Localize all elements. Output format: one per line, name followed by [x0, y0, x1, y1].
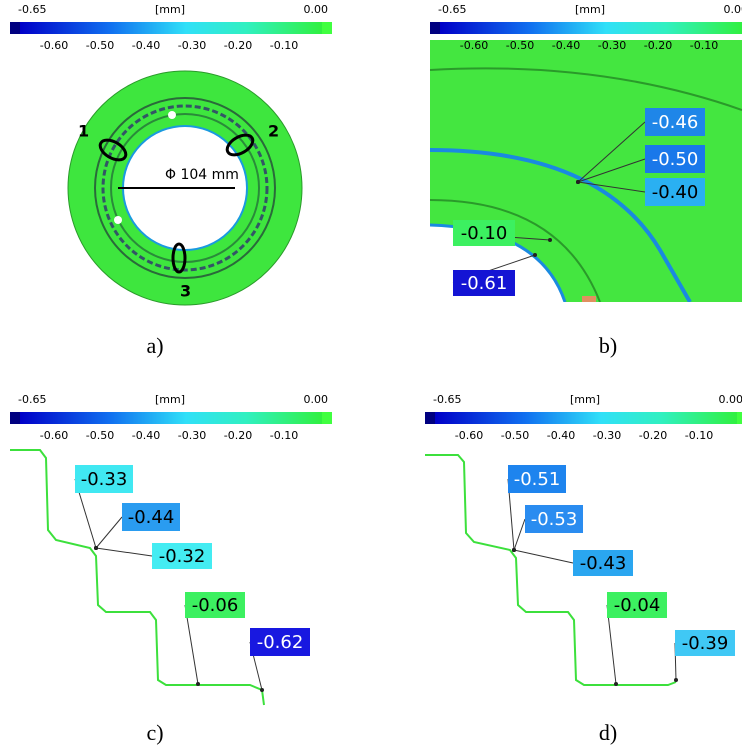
caption: b) [599, 333, 617, 358]
colorbar-max: 0.00 [304, 393, 329, 406]
colorbar-min: -0.65 [433, 393, 461, 406]
colorbar-under [425, 412, 435, 424]
colorbar-unit: [mm] [575, 3, 605, 16]
profile-line [10, 450, 264, 705]
colorbar-under [10, 412, 20, 424]
point [260, 688, 264, 692]
colorbar-over [322, 22, 332, 34]
colorbar [435, 412, 737, 424]
point [614, 682, 618, 686]
colorbar-tick-label: -0.10 [685, 429, 713, 442]
point [533, 253, 537, 257]
colorbar-tick-label: -0.10 [270, 429, 298, 442]
point [196, 682, 200, 686]
colorbar-min: -0.65 [18, 393, 46, 406]
annotation-label: -0.10 [461, 223, 508, 244]
colorbar-tick-label: -0.50 [86, 39, 114, 52]
colorbar-tick-label: -0.50 [506, 39, 534, 52]
colorbar-tick-label: -0.40 [132, 39, 160, 52]
colorbar-tick-label: -0.40 [132, 429, 160, 442]
leader-line [96, 517, 122, 548]
colorbar-min: -0.65 [438, 3, 466, 16]
annotation-label: -0.32 [159, 546, 206, 567]
colorbar-tick-label: -0.20 [639, 429, 667, 442]
colorbar-tick-label: -0.20 [224, 39, 252, 52]
point [94, 546, 98, 550]
colorbar-tick-label: -0.60 [40, 429, 68, 442]
point [512, 548, 516, 552]
annotation-label: -0.40 [652, 182, 699, 203]
annotation-label: -0.06 [192, 595, 239, 616]
colorbar-under [430, 22, 440, 34]
part-label: 3 [180, 282, 191, 301]
annotation-label: -0.46 [652, 112, 699, 133]
caption: d) [599, 720, 617, 745]
colorbar-over [322, 412, 332, 424]
part-label: Φ 104 mm [165, 167, 239, 183]
ring-part [68, 71, 302, 305]
colorbar [20, 412, 322, 424]
figure: -0.65 [mm] 0.00 -0.60 -0.50 -0.40 -0.30 -0.20 -0… [0, 0, 742, 747]
point [576, 180, 580, 184]
colorbar-unit: [mm] [570, 393, 600, 406]
annotation-label: -0.61 [461, 273, 508, 294]
point [548, 238, 552, 242]
colorbar-tick-label: -0.30 [178, 429, 206, 442]
colorbar-tick-label: -0.20 [644, 39, 672, 52]
colorbar-tick-label: -0.10 [690, 39, 718, 52]
colorbar-tick-label: -0.40 [547, 429, 575, 442]
leader-line [514, 550, 573, 563]
colorbar-over [737, 412, 742, 424]
part-label: 1 [78, 122, 89, 141]
caption: a) [146, 333, 163, 358]
colorbar-under [10, 22, 20, 34]
colorbar [440, 22, 742, 34]
colorbar-tick-label: -0.40 [552, 39, 580, 52]
colorbar-min: -0.65 [18, 3, 46, 16]
caption: c) [146, 720, 163, 745]
colorbar-max: 0.00 [304, 3, 329, 16]
annotation-label: -0.44 [128, 507, 175, 528]
colorbar-tick-label: -0.60 [40, 39, 68, 52]
colorbar [20, 22, 322, 34]
colorbar-tick-label: -0.30 [178, 39, 206, 52]
annotation-label: -0.39 [682, 633, 729, 654]
colorbar-tick-label: -0.10 [270, 39, 298, 52]
leader-line [514, 519, 525, 550]
annotation-label: -0.04 [614, 595, 661, 616]
part-label: 2 [268, 122, 279, 141]
point [674, 678, 678, 682]
colorbar-unit: [mm] [155, 3, 185, 16]
colorbar-unit: [mm] [155, 393, 185, 406]
annotation-label: -0.53 [531, 509, 578, 530]
colorbar-tick-label: -0.30 [593, 429, 621, 442]
annotation-label: -0.51 [514, 469, 561, 490]
colorbar-tick-label: -0.50 [86, 429, 114, 442]
colorbar-tick-label: -0.20 [224, 429, 252, 442]
colorbar-tick-label: -0.50 [501, 429, 529, 442]
annotation-label: -0.50 [652, 149, 699, 170]
colorbar-max: 0.00 [719, 393, 742, 406]
annotation-label: -0.43 [580, 553, 627, 574]
annotation-label: -0.33 [81, 469, 128, 490]
colorbar-tick-label: -0.60 [460, 39, 488, 52]
colorbar-max: 0.00 [724, 3, 742, 16]
annotation-label: -0.62 [257, 632, 304, 653]
colorbar-tick-label: -0.60 [455, 429, 483, 442]
leader-line [96, 548, 152, 556]
colorbar-tick-label: -0.30 [598, 39, 626, 52]
